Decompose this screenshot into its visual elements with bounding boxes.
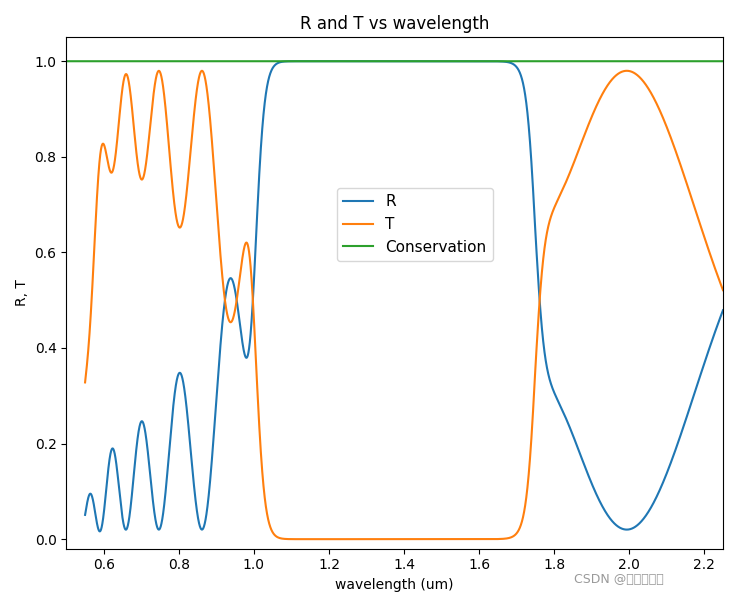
Conservation [719, 58, 728, 65]
R [719, 307, 728, 314]
Line: R: R [85, 61, 723, 531]
Conservation [300, 58, 308, 65]
R [479, 58, 488, 65]
Title: R and T vs wavelength: R and T vs wavelength [300, 15, 489, 33]
T [584, 122, 593, 129]
Y-axis label: R, T: R, T [15, 280, 29, 307]
Line: T: T [85, 71, 723, 539]
X-axis label: wavelength (um): wavelength (um) [335, 578, 454, 592]
T [300, 535, 308, 543]
R [95, 527, 104, 535]
T [95, 160, 104, 168]
Legend: R, T, Conservation: R, T, Conservation [337, 188, 493, 260]
R [549, 386, 558, 393]
Conservation [62, 58, 71, 65]
T [719, 287, 728, 294]
Conservation [584, 58, 593, 65]
T [450, 535, 459, 543]
Conservation [479, 58, 488, 65]
R [584, 471, 593, 478]
Text: CSDN @快撑死的鱼: CSDN @快撑死的鱼 [574, 573, 664, 586]
R [300, 58, 308, 65]
T [479, 535, 488, 543]
Conservation [549, 58, 558, 65]
Conservation [450, 58, 459, 65]
Conservation [95, 58, 104, 65]
T [549, 207, 558, 214]
R [450, 58, 459, 65]
